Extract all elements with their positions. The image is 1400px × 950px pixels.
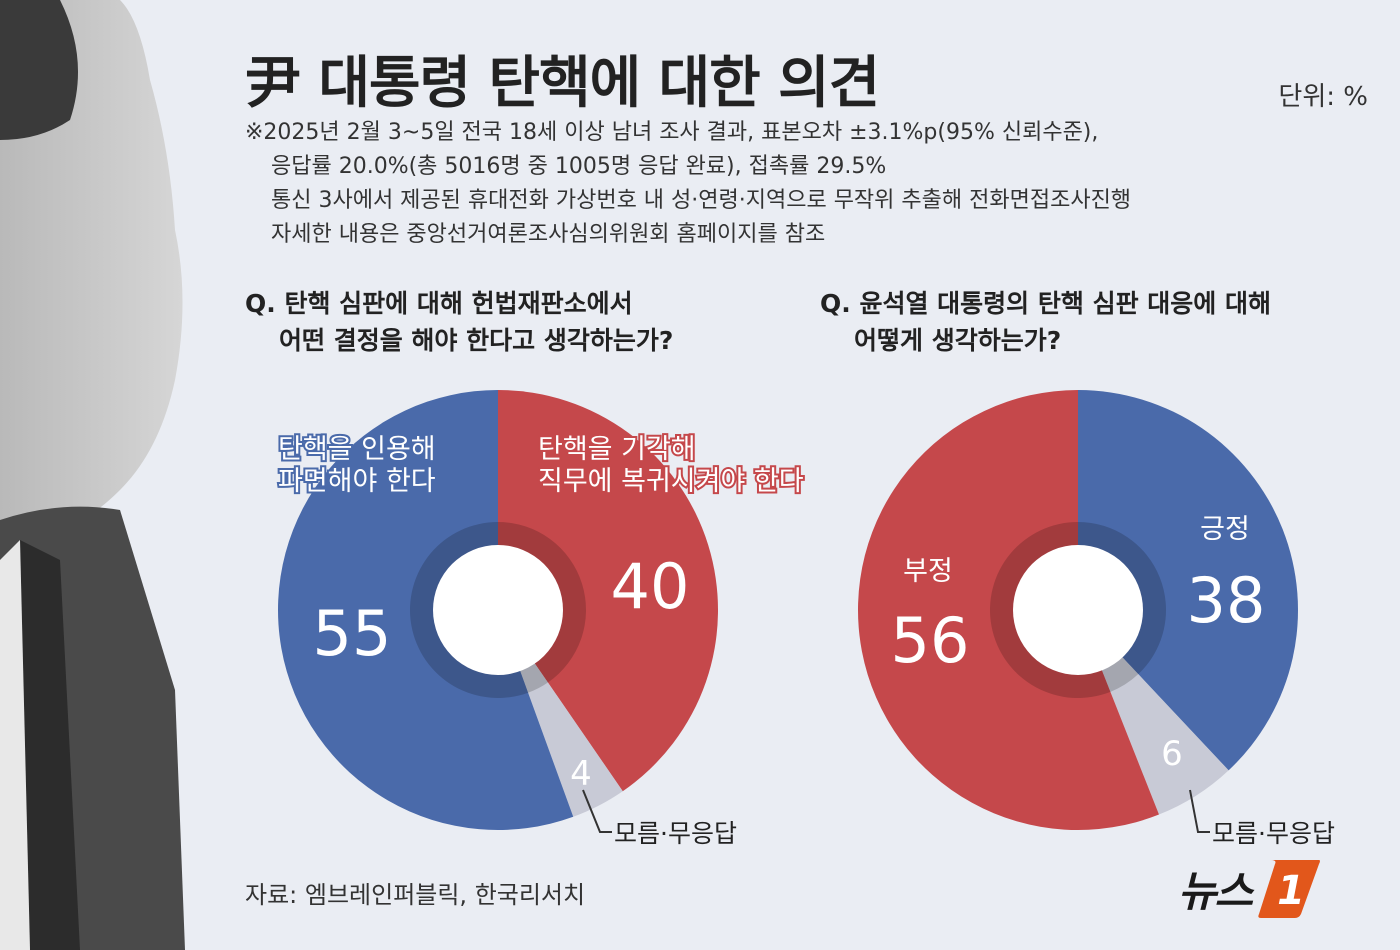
logo-mark-icon: 1 [1258,860,1321,918]
survey-notes: ※2025년 2월 3~5일 전국 18세 이상 남녀 조사 결과, 표본오차 … [245,116,1131,252]
data-label: 40 [611,550,690,623]
question-1: Q. 탄핵 심판에 대해 헌법재판소에서 어떤 결정을 해야 한다고 생각하는가… [245,285,673,359]
question-line: Q. 윤석열 대통령의 탄핵 심판 대응에 대해 [820,289,1271,318]
data-label: 4 [570,754,592,794]
question-2: Q. 윤석열 대통령의 탄핵 심판 대응에 대해 어떻게 생각하는가? [820,285,1271,359]
slice-label: 파면해야 한다 [278,466,436,497]
slice-label: 탄핵을 기각해 [538,434,696,465]
callout-line [582,789,612,833]
slice-label: 긍정 [1200,514,1250,545]
data-label: 56 [891,604,970,677]
question-line: Q. 탄핵 심판에 대해 헌법재판소에서 [245,289,633,318]
question-line: 어떤 결정을 해야 한다고 생각하는가? [279,326,674,355]
question-line: 어떻게 생각하는가? [854,326,1062,355]
source-note: 자료: 엠브레인퍼블릭, 한국리서치 [245,881,586,909]
page-title: 尹 대통령 탄핵에 대한 의견 [245,51,880,116]
unit-label: 단위: % [1278,82,1368,112]
note-line: ※2025년 2월 3~5일 전국 18세 이상 남녀 조사 결과, 표본오차 … [245,120,1099,145]
data-label: 55 [313,597,392,670]
donut-hole [433,545,563,675]
logo-mark-text: 1 [1277,868,1305,914]
slice-label: 모름·무응답 [614,819,737,848]
slice-label: 탄핵을 인용해 [278,434,436,465]
slice-label: 모름·무응답 [1212,819,1335,848]
data-label: 38 [1187,564,1266,637]
donut-hole [1013,545,1143,675]
logo-text: 뉴스 [1178,866,1253,916]
pie-slice [1078,390,1298,771]
pie-slice [498,390,718,792]
note-line: 통신 3사에서 제공된 휴대전화 가상번호 내 성·연령·지역으로 무작위 추출… [271,188,1132,213]
slice-label: 직무에 복귀시켜야 한다 [538,466,804,497]
news1-logo: 뉴스 1 [1178,856,1321,920]
slice-label: 부정 [903,556,953,587]
portrait-photo [0,0,185,950]
callout-line [1189,789,1210,833]
note-line: 자세한 내용은 중앙선거여론조사심의위원회 홈페이지를 참조 [271,222,826,247]
data-label: 6 [1161,734,1183,774]
note-line: 응답률 20.0%(총 5016명 중 1005명 응답 완료), 접촉률 29… [271,154,887,179]
